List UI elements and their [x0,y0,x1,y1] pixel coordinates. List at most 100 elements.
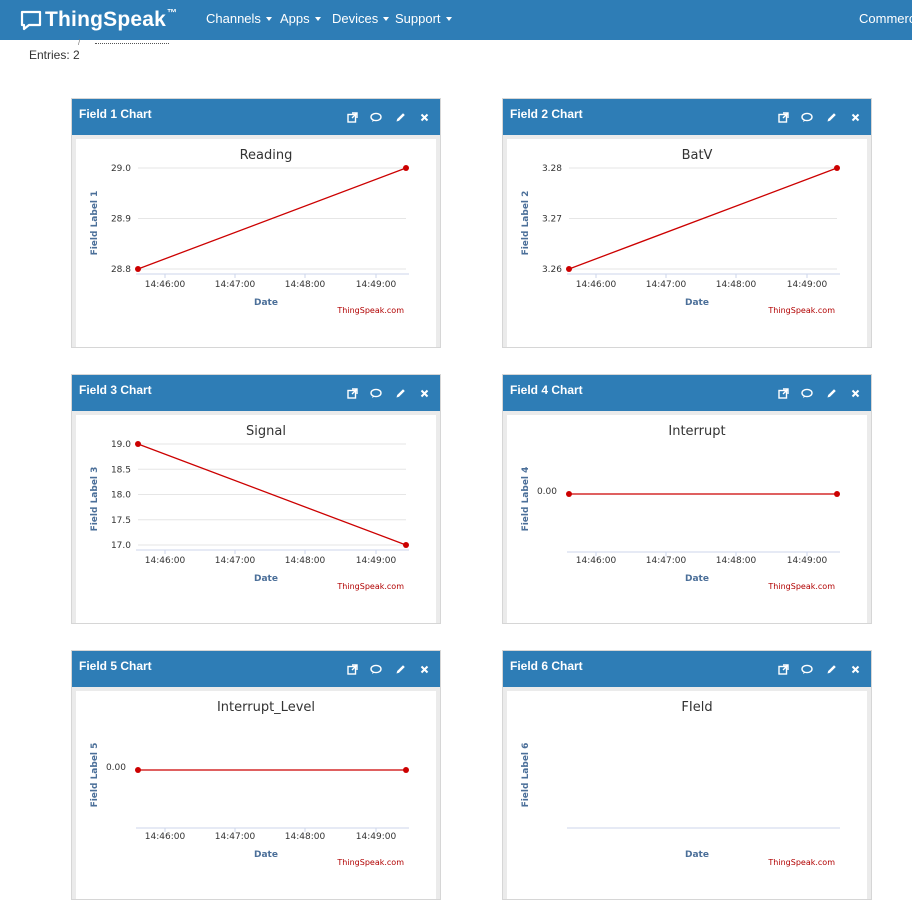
caret-down-icon [445,16,452,21]
close-icon[interactable] [847,661,863,677]
chart-area: FIeld Field Label 6 Date ThingSpeak.com [507,691,867,899]
pencil-icon[interactable] [392,385,408,401]
x-tick-label: 14:49:00 [356,556,397,566]
panel-title: Field 4 Chart [510,383,583,397]
menu-commercial[interactable]: Commercial [859,11,912,26]
close-icon[interactable] [416,661,432,677]
chart-area: Signal Field Label 3 19.0 18.5 18.0 17.5 17.0 1… [76,415,436,623]
panel-header: Field 4 Chart [503,375,871,411]
panel-title: Field 5 Chart [79,659,152,673]
panel-actions [775,109,863,125]
chart-title: Reading [240,148,293,163]
chart-area: BatV Field Label 2 3.28 3.27 3.26 14:46:00 14:… [507,139,867,347]
comment-icon[interactable] [368,109,384,125]
data-point [403,165,409,171]
y-tick-label: 3.28 [542,164,562,174]
x-axis-label: Date [685,298,709,308]
thingspeak-logo[interactable]: ThingSpeak ™ [20,8,177,32]
external-link-icon[interactable] [344,385,360,401]
comment-icon[interactable] [368,661,384,677]
data-point [135,441,141,447]
x-tick-label: 14:48:00 [716,280,757,290]
panel-header: Field 3 Chart [72,375,440,411]
line-chart: Reading Field Label 1 29.0 28.9 28.8 14:46:00… [90,148,409,315]
line-chart: FIeld Field Label 6 Date ThingSpeak.com [521,700,840,867]
x-tick-label: 14:48:00 [285,280,326,290]
pencil-icon[interactable] [823,109,839,125]
panel-title: Field 3 Chart [79,383,152,397]
close-icon[interactable] [847,109,863,125]
data-point [135,266,141,272]
external-link-icon[interactable] [775,109,791,125]
thingspeak-credit-link: ThingSpeak.com [336,582,404,591]
line-chart: Interrupt_Level Field Label 5 0.00 14:46:00… [90,700,409,867]
close-icon[interactable] [847,385,863,401]
line-chart: BatV Field Label 2 3.28 3.27 3.26 14:46:00 14:… [521,148,840,315]
line-chart: Signal Field Label 3 19.0 18.5 18.0 17.5 17.0 1… [90,424,409,591]
panel-actions [775,661,863,677]
top-navbar: ThingSpeak ™ Channels Apps Devices Suppo… [0,0,912,40]
y-tick-label: 28.9 [111,215,131,225]
x-tick-label: 14:47:00 [215,280,256,290]
menu-support[interactable]: Support [395,11,452,26]
y-tick-label: 0.00 [537,487,557,497]
external-link-icon[interactable] [344,661,360,677]
pencil-icon[interactable] [392,109,408,125]
y-tick-label: 3.27 [542,215,562,225]
pencil-icon[interactable] [823,385,839,401]
comment-icon[interactable] [368,385,384,401]
data-point [834,491,840,497]
speech-bubble-icon [20,10,42,31]
data-point [566,266,572,272]
x-tick-label: 14:47:00 [215,556,256,566]
thingspeak-credit-link: ThingSpeak.com [767,858,835,867]
x-tick-label: 14:47:00 [646,556,687,566]
external-link-icon[interactable] [344,109,360,125]
x-tick-label: 14:48:00 [285,832,326,842]
x-tick-label: 14:49:00 [356,280,397,290]
x-tick-label: 14:47:00 [215,832,256,842]
chart-title: BatV [682,148,713,163]
breadcrumb-separator: / [78,38,81,47]
external-link-icon[interactable] [775,661,791,677]
x-tick-label: 14:46:00 [145,556,186,566]
x-tick-label: 14:46:00 [576,280,617,290]
x-axis-label: Date [685,850,709,860]
data-point [834,165,840,171]
brand-trademark: ™ [167,7,178,19]
caret-down-icon [265,16,272,21]
y-axis-label: Field Label 2 [521,191,531,256]
chart-area: Interrupt_Level Field Label 5 0.00 14:46:00… [76,691,436,899]
y-tick-label: 17.5 [111,516,131,526]
pencil-icon[interactable] [823,661,839,677]
menu-channels[interactable]: Channels [206,11,272,26]
comment-icon[interactable] [799,385,815,401]
panel-actions [344,109,432,125]
caret-down-icon [383,16,390,21]
external-link-icon[interactable] [775,385,791,401]
chart-title: Interrupt_Level [217,700,315,715]
x-tick-label: 14:46:00 [576,556,617,566]
close-icon[interactable] [416,385,432,401]
menu-devices-label: Devices [332,11,379,26]
y-tick-label: 29.0 [111,164,131,174]
panel-header: Field 6 Chart [503,651,871,687]
chart-area: Interrupt Field Label 4 0.00 14:46:00 14:47:… [507,415,867,623]
menu-apps[interactable]: Apps [280,11,321,26]
panel-title: Field 6 Chart [510,659,583,673]
y-axis-label: Field Label 4 [521,467,531,532]
x-axis-label: Date [685,574,709,584]
comment-icon[interactable] [799,109,815,125]
series-line [137,443,407,546]
comment-icon[interactable] [799,661,815,677]
chart-panel: Field 5 Chart Interrupt_Level Field Label … [71,650,441,900]
series-line [137,167,407,270]
pencil-icon[interactable] [392,661,408,677]
close-icon[interactable] [416,109,432,125]
x-axis-label: Date [254,574,278,584]
y-tick-label: 18.5 [111,465,131,475]
x-tick-label: 14:49:00 [787,556,828,566]
menu-devices[interactable]: Devices [332,11,390,26]
breadcrumb [95,41,169,44]
panel-body: Signal Field Label 3 19.0 18.5 18.0 17.5 17.0 1… [72,411,440,623]
